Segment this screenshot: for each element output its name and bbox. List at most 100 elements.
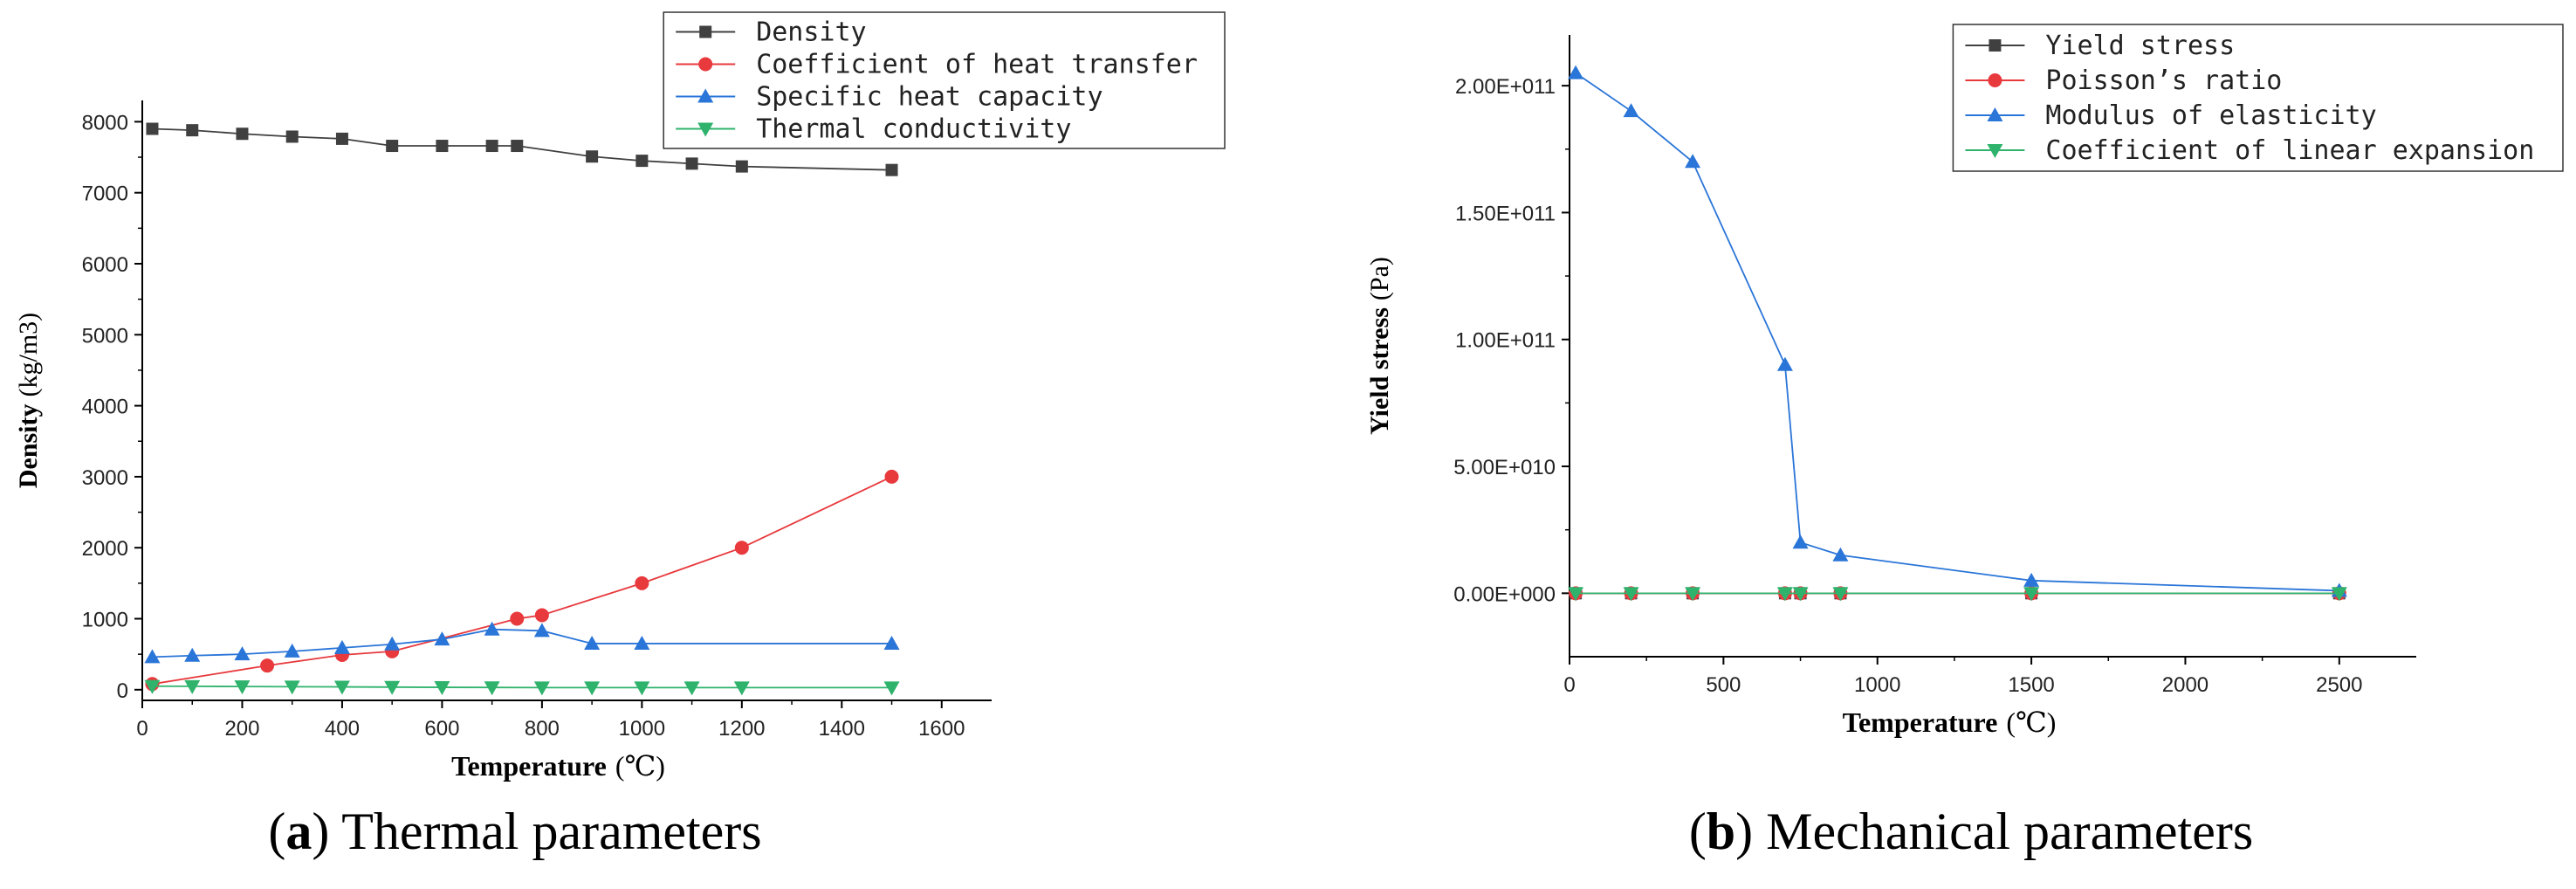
b-legend-item-yield-stress: Yield stress [1965,31,2235,61]
a-point-density [586,150,599,163]
b-legend-label: Modulus of elasticity [2045,100,2376,131]
a-point-specific-heat-capacity [284,643,300,658]
a-y-tick-label: 0 [117,679,128,703]
b-y-tick-label: 2.00E+011 [1455,75,1556,99]
b-series-coefficient-of-linear-expansion [1568,587,2347,602]
a-point-thermal-conductivity [384,680,401,695]
b-point-coefficient-of-linear-expansion [1568,587,1584,602]
a-point-density [485,140,498,153]
b-legend-label: Yield stress [2045,31,2235,61]
a-legend-item-thermal-conductivity: Thermal conductivity [676,114,1071,145]
panel-a-thermal-chart: 0 200 400 600 800 1000 1200 1400 1600 0 1000 2000 30… [14,11,1226,860]
panel-a-y-axis-label: Density (kg/m3) [14,313,43,488]
panel-b-y-axis-title: Yield stress [1365,307,1394,435]
a-legend-label: Coefficient of heat transfer [756,50,1198,80]
a-x-tick-label: 1600 [918,717,965,741]
a-point-density [735,160,748,173]
b-y-tick-label: 1.50E+011 [1455,202,1556,225]
b-legend-marker [1987,107,2003,121]
a-series-thermal-conductivity [144,679,900,696]
a-legend-label: Density [756,17,866,48]
a-x-tick-label: 0 [136,717,148,741]
b-point-modulus-of-elasticity [1792,534,1809,549]
b-x-tick-label: 2500 [2316,673,2362,697]
b-point-coefficient-of-linear-expansion [1776,587,1793,602]
a-point-density [511,140,524,153]
b-legend-label: Poisson’s ratio [2045,65,2282,96]
a-point-thermal-conductivity [333,680,350,695]
panel-a-x-axis-title: Temperature [451,750,607,782]
panel-a-caption-text: Thermal parameters [329,803,761,860]
a-point-coefficient-of-heat-transfer [260,658,275,673]
b-legend-marker [1988,73,2002,87]
a-point-thermal-conductivity [883,681,900,696]
a-point-specific-heat-capacity [384,636,401,651]
panel-b-caption-text: Mechanical parameters [1753,803,2253,860]
b-x-tick-label: 0 [1563,673,1575,697]
b-point-modulus-of-elasticity [2023,572,2040,587]
panel-b-x-axis-label: Temperature (℃) [1843,706,2057,738]
a-x-tick-label: 600 [424,717,459,741]
b-point-coefficient-of-linear-expansion [1832,587,1849,602]
b-point-modulus-of-elasticity [1832,547,1849,562]
a-series-coefficient-of-heat-transfer [145,469,899,692]
b-series-line-modulus-of-elasticity [1575,72,2339,592]
a-point-thermal-conductivity [683,681,700,696]
a-point-density [146,122,159,135]
panel-b-legend: Yield stress Poisson’s ratio Modulus of el… [1952,24,2564,172]
a-point-specific-heat-capacity [184,647,201,662]
a-legend-marker [697,88,714,103]
a-legend-marker [697,122,714,137]
a-point-coefficient-of-heat-transfer [635,575,649,590]
b-y-tick-label: 5.00E+010 [1453,456,1556,479]
a-point-thermal-conductivity [284,680,300,695]
panel-a-axes: 0 200 400 600 800 1000 1200 1400 1600 0 1000 2000 30… [82,100,992,741]
b-legend-label: Coefficient of linear expansion [2045,135,2534,166]
a-x-tick-label: 400 [325,717,360,741]
a-point-specific-heat-capacity [144,649,161,664]
a-point-coefficient-of-heat-transfer [884,469,899,484]
a-series-density [146,122,898,176]
a-point-thermal-conductivity [234,680,251,695]
a-point-thermal-conductivity [434,681,450,696]
b-point-coefficient-of-linear-expansion [1792,587,1809,602]
a-point-density [685,157,698,170]
a-y-tick-label: 5000 [82,324,128,348]
a-point-density [236,127,249,141]
b-series-modulus-of-elasticity [1568,65,2347,597]
panel-a-series [144,122,900,696]
a-legend-item-specific-heat-capacity: Specific heat capacity [676,82,1103,113]
a-point-specific-heat-capacity [434,631,450,646]
a-point-specific-heat-capacity [484,621,500,636]
b-y-tick-label: 0.00E+000 [1453,582,1556,606]
a-legend-item-density: Density [676,17,867,48]
b-legend-marker [1989,39,2002,52]
a-series-line-thermal-conductivity [152,685,892,689]
a-point-density [285,130,299,143]
b-x-tick-label: 500 [1706,673,1741,697]
panel-b-y-axis-label: Yield stress (Pa) [1365,257,1394,435]
a-series-line-density [152,127,892,171]
a-point-thermal-conductivity [584,681,601,696]
a-series-line-specific-heat-capacity [152,628,892,658]
panel-a-y-axis-title: Density [14,403,43,488]
a-point-density [386,140,399,153]
panel-b-x-axis-unit: (℃) [2006,706,2056,738]
a-legend-label: Specific heat capacity [756,82,1103,113]
b-x-tick-label: 2000 [2162,673,2208,697]
a-point-specific-heat-capacity [584,635,601,650]
a-legend-marker [698,57,713,72]
a-point-thermal-conductivity [733,681,750,696]
b-point-coefficient-of-linear-expansion [1685,587,1701,602]
panel-a-y-axis-unit: (kg/m3) [14,313,43,397]
a-y-tick-label: 1000 [82,609,128,632]
panel-b-mechanical-chart: 0 500 1000 1500 2000 2500 0.00E+000 5.00E+010 1.… [1365,24,2564,860]
b-point-modulus-of-elasticity [1623,103,1639,118]
a-legend-marker [699,25,712,38]
a-point-thermal-conductivity [634,681,650,696]
panel-a-caption: (a) Thermal parameters [268,803,761,860]
b-legend-item-poisson-s-ratio: Poisson’s ratio [1965,65,2282,96]
a-legend-label: Thermal conductivity [756,114,1071,145]
